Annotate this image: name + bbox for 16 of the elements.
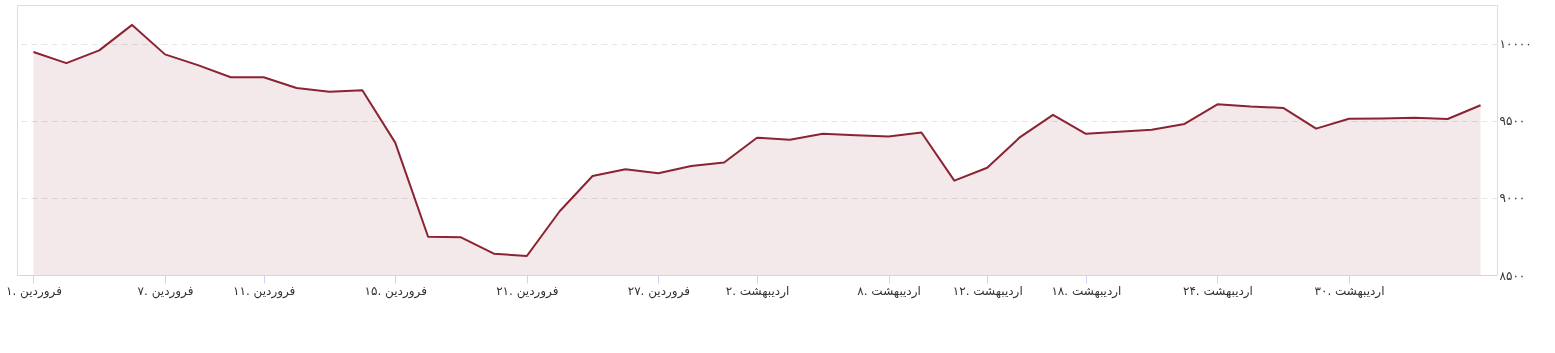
- y-tick-label: ۹۵۰۰: [1499, 114, 1526, 129]
- x-tick-label: ۱۵. فروردین: [364, 283, 427, 299]
- x-tick-label: ۲. اردیبهشت: [725, 283, 790, 299]
- x-tick-label: ۸. اردیبهشت: [857, 283, 921, 299]
- x-tick-label: ۱۱. فروردین: [233, 283, 296, 299]
- x-tick-label: ۳۰. اردیبهشت: [1314, 283, 1385, 299]
- x-tick-label: ۲۴. اردیبهشت: [1182, 283, 1253, 299]
- y-tick-label: ۸۵۰۰: [1499, 268, 1526, 283]
- x-tick-label: ۷. فروردین: [137, 283, 194, 299]
- y-tick-label: ۱۰۰۰۰: [1499, 37, 1532, 52]
- x-tick-label: ۲۷. فروردین: [627, 283, 690, 299]
- x-tick-label: ۱. فروردین: [6, 283, 62, 299]
- x-tick-label: ۱۸. اردیبهشت: [1051, 283, 1122, 299]
- y-tick-label: ۹۰۰۰: [1499, 191, 1526, 206]
- x-tick-label: ۲۱. فروردین: [496, 283, 559, 299]
- x-tick-label: ۱۲. اردیبهشت: [952, 283, 1023, 299]
